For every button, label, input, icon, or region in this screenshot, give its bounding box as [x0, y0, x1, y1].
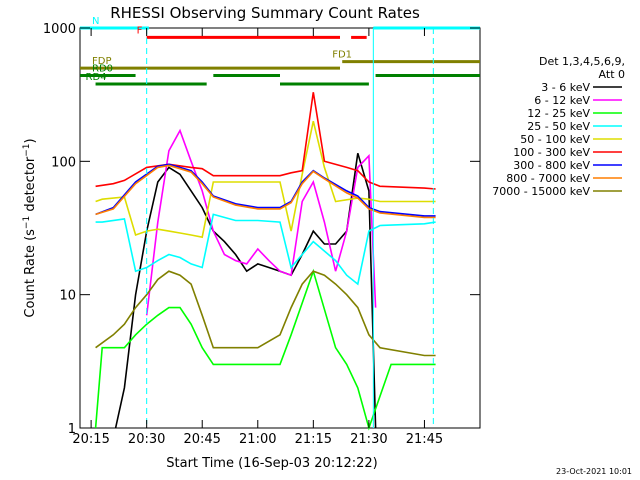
flag-label-5: RD4	[86, 72, 107, 83]
legend-header-1: Att 0	[599, 68, 625, 81]
series-line-6	[95, 163, 436, 217]
series-line-0	[114, 152, 377, 429]
flag-label-4: RD0	[92, 64, 113, 75]
series-line-2	[94, 268, 436, 431]
plot-frame	[79, 27, 481, 429]
timestamp-footer: 23-Oct-2021 10:01	[556, 467, 632, 476]
legend-header-0: Det 1,3,4,5,6,9,	[539, 55, 625, 68]
y-axis: 1 10 100 1000	[43, 22, 480, 437]
legend-label-1: 6 - 12 keV	[534, 94, 590, 107]
y-axis-label-sup2: −1	[22, 143, 32, 156]
x-tick-label-0: 20:15	[72, 432, 109, 447]
series-line-3	[95, 213, 436, 286]
chart-title: RHESSI Observing Summary Count Rates	[110, 4, 420, 22]
flag-label-3: FDP	[92, 56, 111, 67]
legend-label-6: 300 - 800 keV	[513, 159, 590, 172]
legend-label-3: 25 - 50 keV	[527, 120, 590, 133]
legend-label-7: 800 - 7000 keV	[506, 172, 590, 185]
y-axis-label-main: Count Rate (s	[23, 229, 38, 318]
y-axis-label-end: )	[23, 138, 38, 143]
series-line-8	[95, 270, 436, 357]
series-lines	[94, 92, 436, 431]
y-axis-label-sup1: −1	[22, 216, 32, 229]
series-line-1	[145, 128, 377, 316]
y-tick-label-0: 1	[68, 422, 76, 437]
x-tick-label-3: 21:00	[239, 432, 276, 447]
x-axis-label: Start Time (16-Sep-03 20:12:22)	[166, 456, 377, 471]
y-tick-label-3: 1000	[43, 22, 76, 37]
y-axis-label: Count Rate (s−1 detector−1)	[22, 138, 38, 317]
x-tick-label-6: 21:45	[406, 432, 443, 447]
series-line-7	[95, 164, 436, 219]
legend-label-0: 3 - 6 keV	[541, 81, 590, 94]
x-axis: 20:15 20:30 20:45 21:00 21:15 21:30 21:45	[72, 28, 443, 447]
legend-label-2: 12 - 25 keV	[527, 107, 590, 120]
flag-label-2: FD1	[332, 50, 352, 61]
legend-label-5: 100 - 300 keV	[513, 146, 590, 159]
flag-label-0: N	[92, 16, 99, 27]
flag-label-1: F	[137, 25, 143, 36]
legend-label-8: 7000 - 15000 keV	[492, 185, 590, 198]
series-line-5	[95, 92, 436, 190]
x-tick-label-4: 21:15	[295, 432, 332, 447]
vertical-markers	[146, 28, 434, 428]
x-tick-label-5: 21:30	[350, 432, 387, 447]
x-tick-label-2: 20:45	[183, 432, 220, 447]
y-tick-label-2: 100	[51, 155, 76, 170]
y-axis-label-mid: detector	[23, 156, 38, 216]
y-tick-label-1: 10	[59, 289, 76, 304]
x-tick-label-1: 20:30	[128, 432, 165, 447]
legend-label-4: 50 - 100 keV	[520, 133, 590, 146]
